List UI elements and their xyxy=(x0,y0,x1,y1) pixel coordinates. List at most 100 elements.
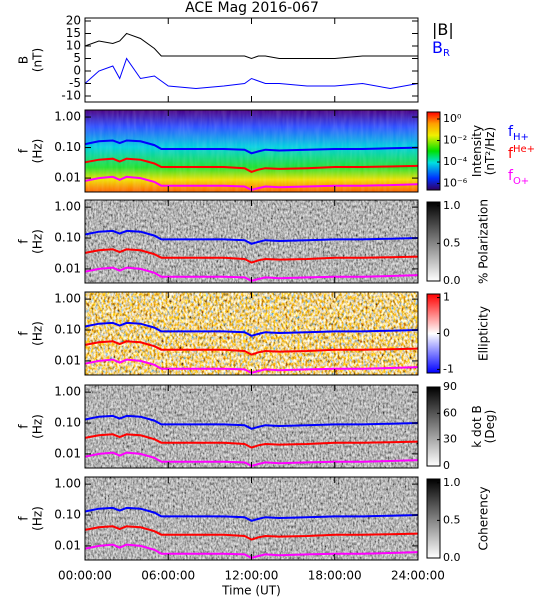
series-line xyxy=(84,266,419,282)
spectrogram-texture xyxy=(85,110,418,192)
spectrogram-texture xyxy=(85,200,418,283)
x-tick-label: 24:00:00 xyxy=(391,569,445,583)
y-tick-label: 1.00 xyxy=(54,110,81,124)
series-line xyxy=(84,139,419,155)
colorbar xyxy=(426,386,441,467)
y-axis-label: f xyxy=(17,424,31,429)
colorbar-tick-label: 0.5 xyxy=(443,236,461,249)
colorbar-tick-label: 0 xyxy=(443,327,450,340)
y-tick-label: 15 xyxy=(66,26,81,40)
legend-entry: |B| xyxy=(432,20,454,39)
colorbar-tick-label: 0.5 xyxy=(443,513,461,526)
spectrogram-texture xyxy=(85,477,418,560)
colorbar xyxy=(426,201,441,282)
y-tick-label: 1.00 xyxy=(54,477,81,491)
colorbar-tick-label: 0.0 xyxy=(443,274,461,287)
series-line xyxy=(84,229,419,245)
legend-name: |B| xyxy=(432,20,454,39)
legend-sub: He+ xyxy=(513,144,535,155)
legend-entry: fO+ xyxy=(508,168,529,187)
series-line xyxy=(84,340,419,356)
y-axis-label: f xyxy=(17,239,31,244)
series-line xyxy=(84,248,419,264)
y-tick-label: 0.10 xyxy=(54,508,81,522)
series-line xyxy=(84,506,419,522)
legend-sub: O+ xyxy=(513,176,529,187)
colorbar-tick-label: 10⁻² xyxy=(443,134,467,147)
colorbar-tick-label: 10⁰ xyxy=(443,112,462,125)
x-axis-label: Time (UT) xyxy=(221,584,281,598)
colorbar-tick-label: 1.0 xyxy=(443,199,461,212)
y-tick-label: 0 xyxy=(73,64,81,78)
y-tick-label: 0.01 xyxy=(54,353,81,367)
y-tick-label: 0.01 xyxy=(54,446,81,460)
y-axis-label: f xyxy=(17,148,31,153)
legend-name: f xyxy=(508,168,514,184)
legend-entry: fHe+ xyxy=(508,144,535,162)
colorbar-tick-label: 0 xyxy=(443,459,450,472)
legend-entry: fH+ xyxy=(508,124,529,143)
x-tick-label: 06:00:00 xyxy=(141,569,195,583)
y-tick-label: 1.00 xyxy=(54,200,81,214)
series-line xyxy=(84,321,419,337)
colorbar-tick-label: 0.0 xyxy=(443,551,461,564)
series-line xyxy=(84,525,419,541)
colorbar-tick-label: 30 xyxy=(443,433,457,446)
y-tick-label: 0.10 xyxy=(54,231,81,245)
series-line xyxy=(84,543,419,559)
y-tick-label: 0.10 xyxy=(54,140,81,154)
y-axis-label: (Hz) xyxy=(31,139,45,164)
x-tick-label: 18:00:00 xyxy=(308,569,362,583)
chart-title: ACE Mag 2016-067 xyxy=(185,0,319,16)
x-tick-label: 12:00:00 xyxy=(225,569,279,583)
colorbar-tick-label: -1 xyxy=(443,362,454,375)
y-tick-label: -10 xyxy=(61,89,81,103)
series-line xyxy=(84,451,419,467)
series-line xyxy=(84,433,419,449)
y-axis-label: (Hz) xyxy=(31,414,45,439)
colorbar-label: % Polarization xyxy=(477,199,491,284)
colorbar-tick-label: 10⁻⁴ xyxy=(443,155,468,168)
y-tick-label: 0.10 xyxy=(54,416,81,430)
spectrogram-texture xyxy=(85,292,418,375)
y-tick-label: 5 xyxy=(73,51,81,65)
spectrogram-texture xyxy=(85,385,418,468)
y-tick-label: 0.10 xyxy=(54,323,81,337)
y-axis-label: f xyxy=(17,331,31,336)
y-axis-label: f xyxy=(17,516,31,521)
colorbar-tick-label: 1 xyxy=(443,291,450,304)
series-line xyxy=(84,57,419,90)
colorbar-tick-label: 10⁻⁶ xyxy=(443,177,468,190)
colorbar-label: Intensity xyxy=(470,125,484,177)
plot-frame xyxy=(84,17,419,103)
y-tick-label: 20 xyxy=(66,14,81,28)
colorbar-tick-label: 1.0 xyxy=(443,476,461,489)
y-tick-label: -5 xyxy=(69,76,81,90)
series-line xyxy=(84,414,419,430)
y-tick-label: 1.00 xyxy=(54,385,81,399)
series-line xyxy=(84,175,419,191)
series-line xyxy=(84,32,418,60)
legend-sub: R xyxy=(443,48,450,59)
y-axis-label: (Hz) xyxy=(31,506,45,531)
y-tick-label: 10 xyxy=(66,39,81,53)
legend-sub: H+ xyxy=(513,132,529,143)
legend-entry: BR xyxy=(432,38,450,60)
y-tick-label: 0.01 xyxy=(54,171,81,185)
colorbar-label: (nT²/Hz) xyxy=(483,127,497,175)
y-tick-label: 0.01 xyxy=(54,261,81,275)
colorbar-tick-label: 60 xyxy=(443,406,457,419)
colorbar-label: k dot B xyxy=(470,405,484,447)
series-line xyxy=(84,358,419,374)
colorbar xyxy=(426,111,441,191)
y-tick-label: 0.01 xyxy=(54,538,81,552)
colorbar-label: (Deg) xyxy=(483,410,497,444)
x-tick-label: 00:00:00 xyxy=(58,569,112,583)
legend-name: f xyxy=(508,146,514,162)
y-axis-label: (Hz) xyxy=(31,229,45,254)
legend-name: f xyxy=(508,124,514,140)
colorbar-label: Ellipticity xyxy=(477,306,491,361)
y-tick-label: 1.00 xyxy=(54,292,81,306)
y-axis-label: (nT) xyxy=(31,48,45,72)
